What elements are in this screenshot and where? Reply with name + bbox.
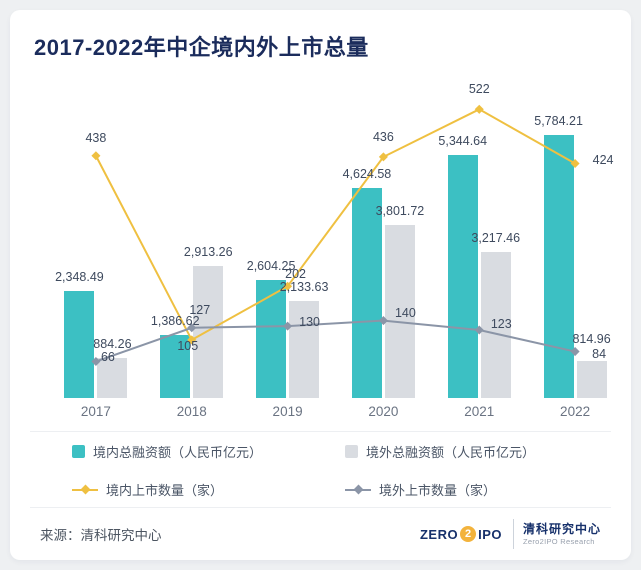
overseas-bar-2022 xyxy=(576,360,607,398)
diamond-marker-icon xyxy=(187,335,197,345)
x-axis-label-2020: 2020 xyxy=(368,404,399,419)
domestic-bar-2019 xyxy=(256,279,287,398)
legend-item-domestic-listings: 境内上市数量（家） xyxy=(72,480,345,499)
overseas-bar-2019 xyxy=(289,301,320,398)
logo-two-badge-icon: 2 xyxy=(460,526,477,542)
diamond-marker-icon xyxy=(474,104,484,114)
legend-label-domestic-financing: 境内总融资额（人民币亿元） xyxy=(93,445,263,460)
diamond-marker-icon xyxy=(570,347,580,357)
diamond-marker-icon xyxy=(474,325,484,335)
legend-item-domestic-financing: 境内总融资额（人民币亿元） xyxy=(72,442,345,461)
logo-divider xyxy=(512,519,514,549)
bar-value-label: 2,604.25 xyxy=(246,258,296,273)
bar-value-label: 3,217.46 xyxy=(471,230,521,245)
line-value-label: 130 xyxy=(299,315,321,330)
logo-en-text: Zero2IPO Research xyxy=(522,536,595,546)
line-value-label: 436 xyxy=(372,129,394,144)
domestic-bar-2018 xyxy=(160,335,191,398)
x-axis-label-2019: 2019 xyxy=(272,404,303,419)
x-axis-label-2022: 2022 xyxy=(560,404,591,419)
bar-value-label: 2,348.49 xyxy=(55,270,104,285)
line-value-label: 424 xyxy=(592,152,614,167)
diamond-marker-icon xyxy=(378,316,388,326)
bar-value-label: 3,801.72 xyxy=(375,204,425,219)
bar-value-label: 5,784.21 xyxy=(534,114,583,129)
diamond-marker-icon xyxy=(570,158,580,169)
plot-area: 2,348.49 1,386.62 2,604.25 4,624.58 5,344.64… xyxy=(48,80,623,398)
legend-label-overseas-financing: 境外总融资额（人民币亿元） xyxy=(366,445,536,460)
bar-value-label: 1,386.62 xyxy=(150,314,200,328)
x-axis-label-2021: 2021 xyxy=(464,404,495,419)
diamond-marker-icon xyxy=(80,484,90,495)
logo-cn-text: 清科研究中心 xyxy=(522,521,601,536)
legend-item-overseas-financing: 境外总融资额（人民币亿元） xyxy=(345,442,611,461)
legend-label-overseas-listings: 境外上市数量（家） xyxy=(379,483,497,498)
logo-ipo-text: IPO xyxy=(478,526,502,542)
line-value-label: 140 xyxy=(394,305,416,320)
line-value-label: 66 xyxy=(100,350,115,365)
line-series-layer xyxy=(91,104,580,367)
diamond-marker-icon xyxy=(283,321,293,331)
overseas-financing-swatch-icon xyxy=(345,445,358,458)
domestic-line xyxy=(95,108,576,342)
zero2ipo-logo: ZERO 2 IPO 清科研究中心 Zero2IPO Research xyxy=(420,519,601,549)
line-value-label: 202 xyxy=(285,267,307,282)
x-axis-label-2017: 2017 xyxy=(80,404,111,419)
bar-value-label: 2,913.26 xyxy=(183,244,233,259)
line-value-label: 438 xyxy=(85,130,107,145)
domestic-bar-2017 xyxy=(64,291,95,398)
line-value-label: 522 xyxy=(468,82,490,97)
footer: 来源：清科研究中心 ZERO 2 IPO 清科研究中心 Zero2IPO Res… xyxy=(30,507,611,560)
legend-label-domestic-listings: 境内上市数量（家） xyxy=(106,483,224,498)
domestic-bar-2020 xyxy=(351,187,382,398)
line-value-label: 123 xyxy=(490,316,512,331)
bar-value-label: 5,344.64 xyxy=(438,134,488,149)
legend-item-overseas-listings: 境外上市数量（家） xyxy=(345,480,611,499)
line-value-label: 105 xyxy=(177,338,199,353)
legend: 境内总融资额（人民币亿元） 境外总融资额（人民币亿元） 境内上市数量（家） 境外… xyxy=(30,431,611,499)
overseas-line xyxy=(95,319,576,363)
domestic-listings-line-swatch-icon xyxy=(72,483,98,496)
overseas-bar-2020 xyxy=(384,225,415,398)
line-value-label: 127 xyxy=(189,302,211,317)
source-text: 来源：清科研究中心 xyxy=(40,528,162,543)
bar-value-label: 4,624.58 xyxy=(342,166,392,181)
diamond-marker-icon xyxy=(353,484,363,495)
domestic-financing-swatch-icon xyxy=(72,445,85,458)
domestic-bar-2021 xyxy=(447,155,478,398)
bar-value-label: 884.26 xyxy=(93,336,132,351)
chart-title: 2017-2022年中企境内外上市总量 xyxy=(34,35,369,60)
diamond-marker-icon xyxy=(91,356,101,367)
x-axis: 2017 2018 2019 2020 2021 2022 xyxy=(48,404,623,422)
chart-card: 2017-2022年中企境内外上市总量 2,348.49 1,386.62 2,60… xyxy=(10,10,631,560)
diamond-marker-icon xyxy=(378,152,388,162)
line-value-label: 84 xyxy=(592,346,607,361)
bar-value-label: 2,133.63 xyxy=(279,280,329,295)
logo-text-block: 清科研究中心 Zero2IPO Research xyxy=(523,522,601,546)
logo-zero-text: ZERO xyxy=(419,526,459,542)
bar-value-label: 814.96 xyxy=(572,331,611,346)
diamond-marker-icon xyxy=(187,323,197,333)
overseas-listings-line-swatch-icon xyxy=(345,483,371,496)
domestic-bar-2022 xyxy=(543,135,574,398)
x-axis-label-2018: 2018 xyxy=(176,404,207,419)
overseas-bar-2017 xyxy=(97,357,128,398)
overseas-bar-2021 xyxy=(480,251,511,398)
diamond-marker-icon xyxy=(91,151,101,161)
